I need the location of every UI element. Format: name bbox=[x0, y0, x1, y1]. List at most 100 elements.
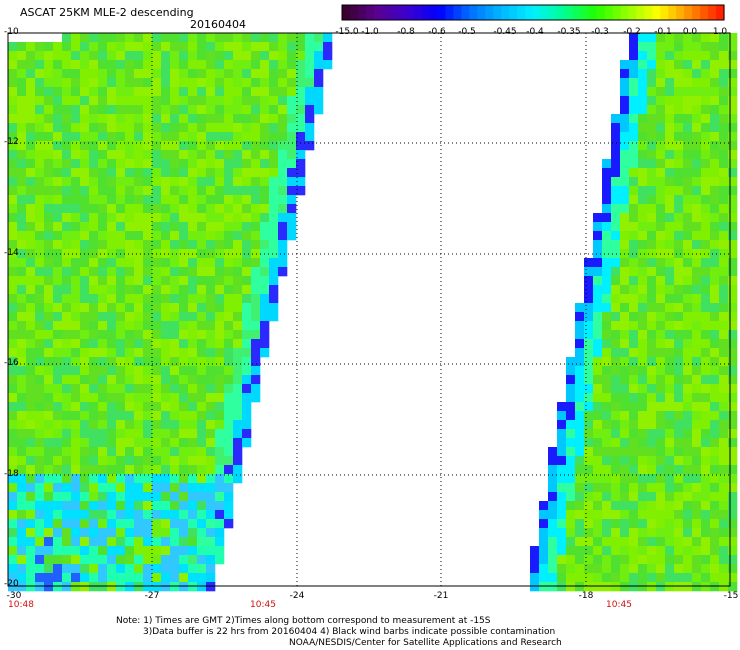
swath-tile bbox=[251, 105, 261, 115]
swath-tile bbox=[161, 582, 171, 592]
swath-tile bbox=[719, 555, 729, 565]
swath-tile bbox=[188, 357, 198, 367]
swath-tile bbox=[179, 222, 189, 232]
swath-tile bbox=[152, 177, 162, 187]
swath-tile bbox=[242, 438, 252, 448]
swath-tile bbox=[692, 519, 702, 529]
swath-tile bbox=[53, 555, 63, 565]
swath-tile bbox=[35, 330, 45, 340]
swath-tile bbox=[566, 375, 576, 385]
swath-tile bbox=[701, 393, 711, 403]
swath-tile bbox=[197, 411, 207, 421]
swath-tile bbox=[719, 123, 729, 133]
swath-tile bbox=[251, 285, 261, 295]
swath-tile bbox=[116, 510, 126, 520]
swath-tile bbox=[35, 573, 45, 583]
swath-tile bbox=[170, 69, 180, 79]
swath-tile bbox=[683, 366, 693, 376]
swath-tile bbox=[602, 411, 612, 421]
swath-tile bbox=[629, 51, 639, 61]
swath-tile bbox=[161, 384, 171, 394]
swath-tile bbox=[71, 447, 81, 457]
swath-tile bbox=[233, 357, 243, 367]
swath-tile bbox=[206, 96, 216, 106]
swath-tile bbox=[71, 303, 81, 313]
swath-tile bbox=[575, 375, 585, 385]
swath-tile bbox=[674, 429, 684, 439]
swath-tile bbox=[566, 573, 576, 583]
swath-tile bbox=[719, 60, 729, 70]
swath-tile bbox=[179, 195, 189, 205]
swath-tile bbox=[233, 276, 243, 286]
swath-tile bbox=[224, 114, 234, 124]
swath-tile bbox=[611, 456, 621, 466]
swath-tile bbox=[323, 33, 333, 43]
swath-tile bbox=[674, 564, 684, 574]
swath-tile bbox=[566, 456, 576, 466]
swath-tile bbox=[98, 420, 108, 430]
swath-tile bbox=[647, 123, 657, 133]
swath-tile bbox=[692, 429, 702, 439]
swath-tile bbox=[8, 96, 18, 106]
swath-tile bbox=[107, 141, 117, 151]
swath-tile bbox=[35, 474, 45, 484]
colorbar-swatch bbox=[493, 5, 502, 20]
swath-tile bbox=[728, 303, 738, 313]
swath-tile bbox=[620, 573, 630, 583]
swath-tile bbox=[107, 87, 117, 97]
swath-tile bbox=[242, 339, 252, 349]
swath-tile bbox=[647, 51, 657, 61]
swath-tile bbox=[170, 474, 180, 484]
swath-tile bbox=[683, 96, 693, 106]
swath-tile bbox=[80, 132, 90, 142]
swath-tile bbox=[233, 222, 243, 232]
swath-tile bbox=[197, 492, 207, 502]
swath-tile bbox=[215, 465, 225, 475]
swath-tile bbox=[683, 582, 693, 592]
swath-tile bbox=[710, 474, 720, 484]
swath-tile bbox=[62, 339, 72, 349]
swath-tile bbox=[548, 555, 558, 565]
swath-tile bbox=[665, 465, 675, 475]
swath-tile bbox=[638, 573, 648, 583]
colorbar-swatch bbox=[469, 5, 478, 20]
swath-tile bbox=[602, 258, 612, 268]
swath-tile bbox=[143, 483, 153, 493]
swath-tile bbox=[215, 105, 225, 115]
swath-tile bbox=[629, 384, 639, 394]
swath-tile bbox=[107, 249, 117, 259]
swath-tile bbox=[188, 339, 198, 349]
swath-tile bbox=[665, 321, 675, 331]
swath-tile bbox=[188, 528, 198, 538]
swath-tile bbox=[107, 222, 117, 232]
swath-tile bbox=[638, 420, 648, 430]
swath-tile bbox=[620, 276, 630, 286]
swath-tile bbox=[53, 411, 63, 421]
swath-tile bbox=[719, 96, 729, 106]
swath-tile bbox=[224, 393, 234, 403]
swath-tile bbox=[44, 420, 54, 430]
swath-tile bbox=[233, 213, 243, 223]
swath-tile bbox=[629, 168, 639, 178]
swath-tile bbox=[611, 339, 621, 349]
swath-tile bbox=[35, 519, 45, 529]
swath-tile bbox=[242, 213, 252, 223]
swath-tile bbox=[161, 285, 171, 295]
swath-tile bbox=[134, 555, 144, 565]
swath-tile bbox=[71, 159, 81, 169]
swath-tile bbox=[179, 60, 189, 70]
swath-tile bbox=[224, 429, 234, 439]
swath-tile bbox=[215, 123, 225, 133]
swath-tile bbox=[683, 393, 693, 403]
swath-tile bbox=[89, 276, 99, 286]
swath-tile bbox=[611, 519, 621, 529]
swath-tile bbox=[665, 528, 675, 538]
swath-tile bbox=[53, 294, 63, 304]
swath-tile bbox=[26, 420, 36, 430]
swath-tile bbox=[548, 573, 558, 583]
swath-tile bbox=[656, 294, 666, 304]
swath-tile bbox=[566, 465, 576, 475]
swath-tile bbox=[233, 474, 243, 484]
swath-tile bbox=[620, 303, 630, 313]
swath-tile bbox=[287, 33, 297, 43]
